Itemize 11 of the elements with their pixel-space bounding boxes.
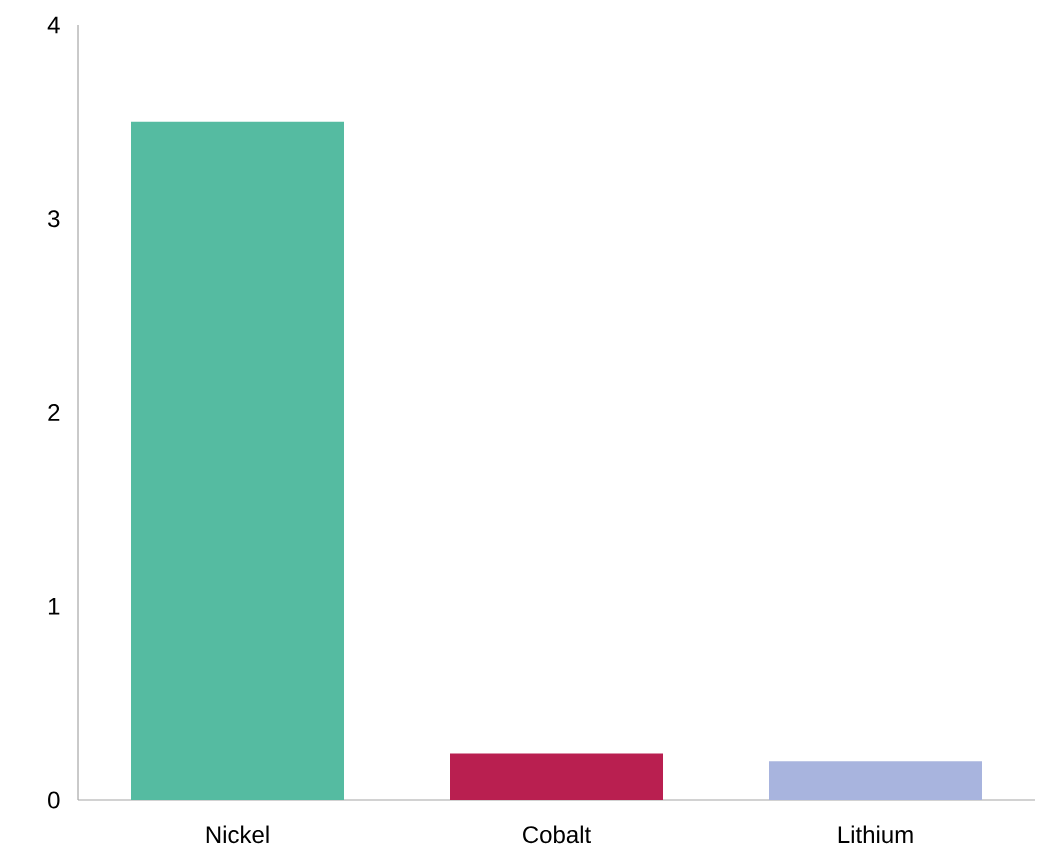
x-tick-label: Lithium: [838, 825, 913, 844]
x-tick-label: Nickel: [206, 825, 269, 844]
bar: [450, 753, 663, 800]
y-tick-label: 4: [47, 16, 60, 34]
bar: [769, 761, 983, 800]
y-tick-label: 1: [48, 597, 60, 615]
x-tick-label: Cobalt: [523, 825, 591, 844]
bar: [131, 121, 345, 800]
y-tick-label: 2: [48, 404, 60, 421]
y-tick-label: 3: [48, 210, 60, 228]
y-tick-label: 0: [48, 791, 60, 809]
